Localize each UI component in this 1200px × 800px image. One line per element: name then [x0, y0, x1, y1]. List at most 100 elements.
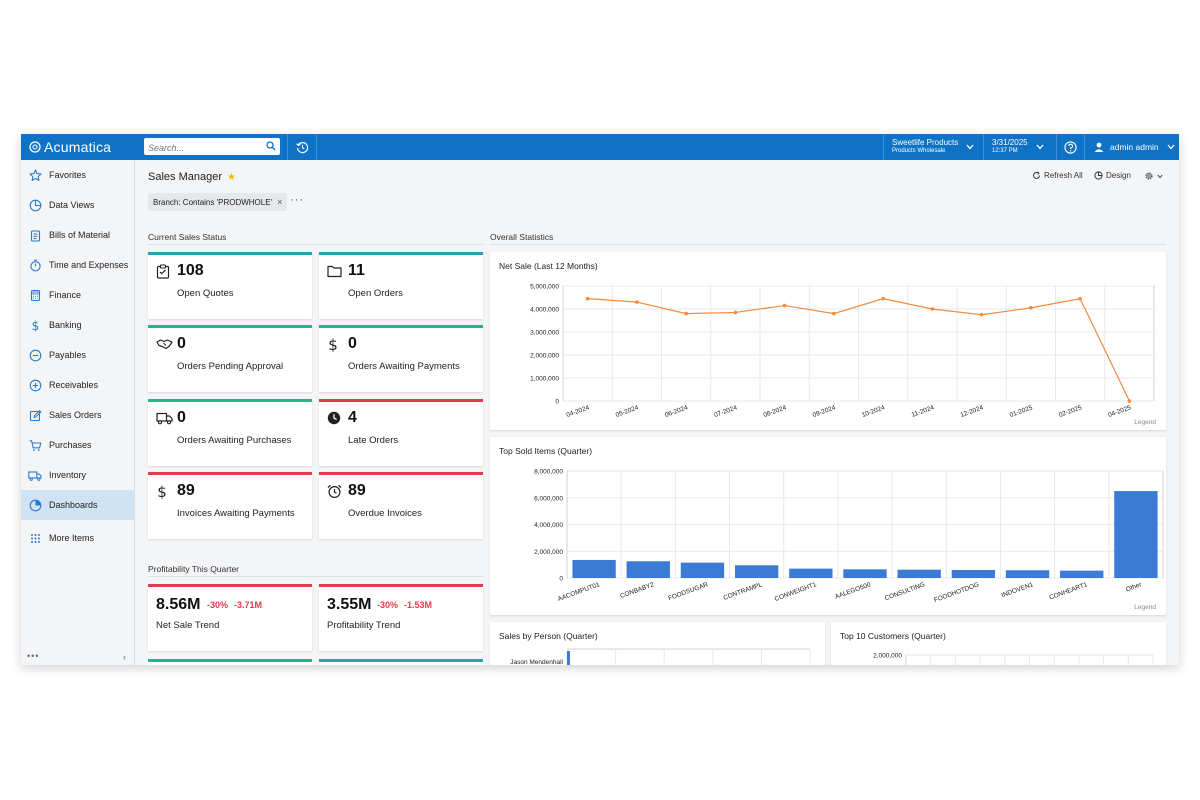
- y-tick-label: 4,000,000: [534, 522, 563, 529]
- x-tick-label: CONWEIGHT1: [774, 581, 818, 603]
- kpi-card-overdue-invoices[interactable]: 89 Overdue Invoices: [319, 472, 483, 539]
- bar: [626, 561, 670, 578]
- kpi-card-partial[interactable]: [319, 659, 483, 665]
- stopwatch-icon: [29, 259, 41, 271]
- y-tick-label: Jason Mendenhall: [510, 659, 563, 665]
- kpi-label: Orders Pending Approval: [177, 361, 284, 372]
- trend-value: 8.56M: [156, 596, 201, 613]
- sidebar-item-receivables[interactable]: Receivables: [21, 370, 134, 400]
- sidebar-item-label: Banking: [49, 320, 82, 330]
- user-menu[interactable]: admin admin: [1084, 134, 1179, 160]
- net-sale-line-chart[interactable]: 0 1,000,000 2,000,000 3,000,000 4,000,000 5,0…: [490, 252, 1166, 430]
- x-tick-label: 01-2025: [1009, 404, 1034, 419]
- sidebar-item-payables[interactable]: Payables: [21, 340, 134, 370]
- branch-filter-chip[interactable]: Branch: Contains 'PRODWHOLE' ×: [148, 193, 288, 211]
- sidebar-item-more-items[interactable]: More Items: [21, 523, 134, 553]
- x-tick-label: 08-2024: [762, 404, 787, 419]
- kpi-label: Invoices Awaiting Payments: [177, 508, 295, 519]
- page-title: Sales Manager ★: [148, 171, 236, 183]
- business-date: 3/31/2025: [992, 138, 1028, 147]
- data-point: [733, 310, 738, 315]
- kpi-card-orders-awaiting-purchases[interactable]: 0 Orders Awaiting Purchases: [148, 399, 312, 466]
- svg-text:$: $: [328, 337, 338, 352]
- top-customers-chart-panel: Top 10 Customers (Quarter) 2,000,000: [831, 622, 1166, 665]
- sidebar-item-inventory[interactable]: Inventory: [21, 460, 134, 490]
- data-point: [881, 296, 885, 301]
- kpi-card-open-orders[interactable]: 11 Open Orders: [319, 252, 483, 319]
- data-point: [1029, 306, 1033, 310]
- sidebar-item-data-views[interactable]: Data Views: [21, 190, 134, 220]
- settings-menu-button[interactable]: [1144, 171, 1163, 181]
- page-title-text: Sales Manager: [148, 171, 222, 183]
- cart-icon: [29, 439, 41, 451]
- sidebar-options-button[interactable]: •••: [27, 651, 40, 661]
- chart-legend-toggle[interactable]: Legend: [1134, 604, 1156, 611]
- kpi-card-orders-pending-approval[interactable]: 0 Orders Pending Approval: [148, 325, 312, 392]
- trend-label: Profitability Trend: [327, 620, 401, 631]
- help-button[interactable]: [1056, 134, 1084, 160]
- kpi-card-profitability-trend[interactable]: 3.55M -30% -1.53M Profitability Trend: [319, 584, 483, 651]
- kpi-value: 0: [177, 409, 186, 426]
- sidebar-item-sales-orders[interactable]: Sales Orders: [21, 400, 134, 430]
- sidebar-item-label: Favorites: [49, 170, 87, 180]
- acumatica-logo[interactable]: Acumatica: [29, 138, 111, 156]
- sidebar-item-label: Time and Expenses: [49, 260, 129, 270]
- refresh-all-button[interactable]: Refresh All: [1032, 171, 1083, 180]
- chevron-down-icon: [966, 144, 974, 150]
- sidebar-item-label: Finance: [49, 290, 82, 300]
- x-tick-label: FOODHOTDOG: [933, 581, 980, 604]
- kpi-card-late-orders[interactable]: 4 Late Orders: [319, 399, 483, 466]
- kpi-card-open-quotes[interactable]: 108 Open Quotes: [148, 252, 312, 319]
- sidebar-collapse-button[interactable]: ‹: [123, 652, 126, 662]
- x-tick-label: 09-2024: [812, 404, 837, 419]
- kpi-card-net-sale-trend[interactable]: 8.56M -30% -3.71M Net Sale Trend: [148, 584, 312, 651]
- chevron-down-icon: [1157, 174, 1163, 178]
- trend-value: 3.55M: [327, 596, 372, 613]
- x-tick-label: CONBABY2: [619, 581, 655, 600]
- kpi-value: 0: [177, 335, 186, 352]
- sidebar-item-banking[interactable]: $ Banking: [21, 310, 134, 340]
- chart-title: Top Sold Items (Quarter): [499, 446, 593, 456]
- design-button[interactable]: Design: [1094, 171, 1131, 180]
- edit-icon: [29, 409, 42, 421]
- section-divider: [148, 576, 483, 577]
- x-tick-label: 06-2024: [664, 404, 689, 419]
- sidebar-item-dashboards[interactable]: Dashboards: [21, 490, 134, 520]
- chart-legend-toggle[interactable]: Legend: [1134, 419, 1156, 426]
- kpi-card-partial[interactable]: [148, 659, 312, 665]
- sidebar-item-time-and-expenses[interactable]: Time and Expenses: [21, 250, 134, 280]
- recent-history-button[interactable]: [287, 134, 317, 160]
- kpi-card-orders-awaiting-payments[interactable]: $ 0 Orders Awaiting Payments: [319, 325, 483, 392]
- favorite-star-icon[interactable]: ★: [227, 171, 236, 183]
- y-tick-label: 2,000,000: [530, 353, 559, 360]
- remove-filter-icon[interactable]: ×: [277, 197, 283, 207]
- dollar-icon: $: [328, 337, 338, 352]
- bar: [572, 559, 616, 578]
- sidebar-item-purchases[interactable]: Purchases: [21, 430, 134, 460]
- search-box[interactable]: [144, 138, 280, 157]
- net-sale-chart-panel: Net Sale (Last 12 Months) 0 1,000,000 2,00…: [490, 252, 1166, 430]
- kpi-card-invoices-awaiting-payments[interactable]: $ 89 Invoices Awaiting Payments: [148, 472, 312, 539]
- gear-icon: [1145, 172, 1153, 180]
- sidebar-item-bills-of-material[interactable]: Bills of Material: [21, 220, 134, 250]
- sidebar-item-favorites[interactable]: Favorites: [21, 160, 134, 190]
- search-icon[interactable]: [266, 141, 276, 151]
- y-tick-label: 8,000,000: [534, 469, 563, 476]
- company-selector[interactable]: Sweetlife Products Products Wholesale: [883, 134, 983, 160]
- bar: [789, 568, 833, 578]
- svg-text:$: $: [31, 319, 39, 332]
- filter-more-button[interactable]: ···: [290, 194, 304, 206]
- x-tick-label: 12-2024: [959, 404, 984, 419]
- chart-title: Net Sale (Last 12 Months): [499, 261, 598, 271]
- top-customers-bar-chart[interactable]: 2,000,000: [831, 622, 1166, 665]
- sales-by-person-bar-chart[interactable]: Jason Mendenhall: [490, 622, 825, 665]
- search-input[interactable]: [144, 139, 262, 157]
- branch-name: Products Wholesale: [892, 148, 946, 154]
- top-sold-items-bar-chart[interactable]: 0 2,000,000 4,000,000 6,000,000 8,000,000 AAC…: [490, 437, 1166, 615]
- business-date-selector[interactable]: 3/31/2025 12:37 PM: [983, 134, 1051, 160]
- x-tick-label: 07-2024: [713, 404, 738, 419]
- clipboard-list-icon: [156, 264, 170, 279]
- star-icon: [28, 168, 42, 181]
- sidebar-item-finance[interactable]: Finance: [21, 280, 134, 310]
- handshake-icon: [156, 339, 173, 350]
